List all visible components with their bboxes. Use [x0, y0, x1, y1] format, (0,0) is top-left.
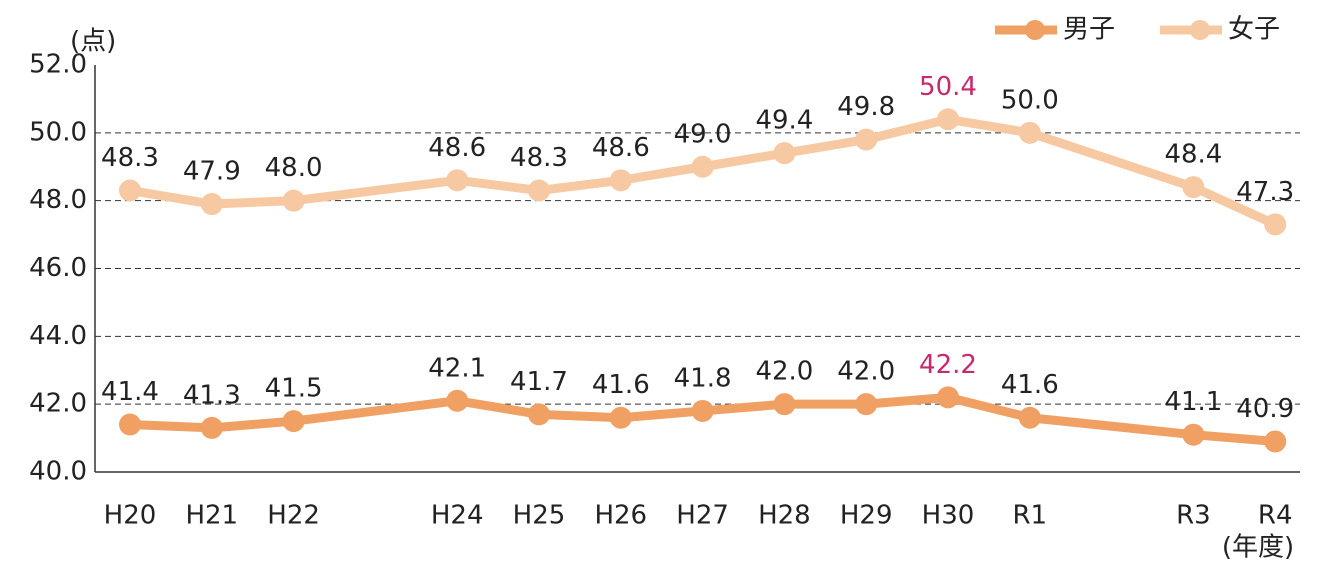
point: [773, 142, 796, 165]
point: [1182, 176, 1205, 199]
point: [1018, 121, 1041, 144]
point: [855, 128, 878, 151]
x-tick-label: R3: [1176, 501, 1211, 531]
value-label: 42.0: [755, 357, 813, 387]
point: [1264, 430, 1287, 453]
value-label: 48.6: [428, 133, 486, 163]
x-tick-label: H30: [922, 501, 975, 531]
point: [609, 169, 632, 192]
value-label: 41.4: [101, 377, 159, 407]
x-tick-label: H25: [513, 501, 566, 531]
value-label: 41.1: [1164, 387, 1222, 417]
x-tick-label: R4: [1258, 501, 1293, 531]
point: [937, 386, 959, 409]
point: [200, 193, 223, 216]
value-label: 41.3: [183, 380, 241, 410]
value-label: 41.7: [510, 367, 568, 397]
value-label: 42.1: [428, 353, 486, 383]
point: [282, 410, 305, 433]
value-label: 48.6: [592, 133, 650, 163]
value-label: 41.5: [265, 374, 323, 404]
value-label: 42.2: [919, 350, 977, 380]
point: [937, 108, 959, 131]
value-label: 40.9: [1236, 394, 1294, 424]
legend-label: 女子: [1228, 15, 1280, 45]
value-label: 48.0: [265, 153, 323, 183]
x-tick-label: R1: [1012, 501, 1047, 531]
x-axis-label: (年度): [1222, 533, 1294, 563]
y-tick-label: 40.0: [29, 457, 87, 487]
point: [446, 389, 469, 412]
point: [609, 406, 632, 429]
point: [528, 179, 550, 202]
value-label: 47.3: [1236, 177, 1294, 207]
legend-label: 男子: [1063, 15, 1115, 45]
value-label: 48.3: [101, 143, 159, 173]
x-tick-label: H28: [758, 501, 811, 531]
point: [773, 393, 796, 416]
x-tick-label: H27: [676, 501, 729, 531]
point: [446, 169, 469, 192]
point: [282, 189, 305, 212]
value-label: 49.4: [755, 106, 813, 136]
value-label: 50.0: [1001, 85, 1059, 115]
point: [855, 393, 878, 416]
point: [1018, 406, 1041, 429]
y-tick-label: 46.0: [29, 253, 87, 283]
value-label: 48.3: [510, 143, 568, 173]
x-tick-label: H20: [104, 501, 157, 531]
y-tick-label: 52.0: [29, 50, 87, 80]
value-label: 41.6: [1001, 370, 1059, 400]
y-tick-label: 44.0: [29, 321, 87, 351]
point: [119, 179, 141, 202]
legend-marker: [1190, 20, 1210, 40]
legend-marker: [1025, 20, 1045, 40]
value-label: 50.4: [919, 72, 977, 102]
y-tick-label: 42.0: [29, 389, 87, 419]
point: [691, 399, 714, 422]
value-label: 42.0: [837, 357, 895, 387]
point: [1182, 423, 1205, 446]
value-label: 49.0: [674, 119, 732, 149]
value-label: 48.4: [1164, 140, 1222, 170]
point: [119, 413, 141, 436]
point: [200, 416, 223, 439]
value-label: 47.9: [183, 157, 241, 187]
x-tick-label: H26: [594, 501, 647, 531]
value-label: 41.8: [674, 363, 732, 393]
y-tick-label: 48.0: [29, 185, 87, 215]
point: [1264, 213, 1287, 236]
value-label: 41.6: [592, 370, 650, 400]
y-tick-label: 50.0: [29, 117, 87, 147]
x-tick-label: H22: [267, 501, 320, 531]
x-tick-label: H24: [431, 501, 484, 531]
point: [691, 155, 714, 178]
x-tick-label: H21: [185, 501, 238, 531]
point: [528, 403, 550, 426]
value-label: 49.8: [837, 92, 895, 122]
x-tick-label: H29: [840, 501, 893, 531]
y-axis-label: (点): [70, 27, 116, 57]
